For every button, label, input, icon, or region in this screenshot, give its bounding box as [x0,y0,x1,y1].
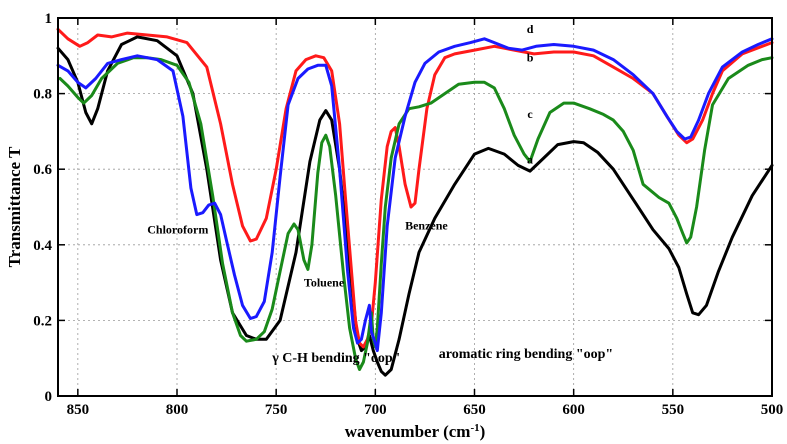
x-tick-label: 750 [265,402,288,418]
x-axis-title-end: ) [480,422,486,441]
y-tick-label: 1 [45,11,53,27]
series-line-b [56,27,774,349]
series-label-b: b [527,50,534,64]
annotation-layer: db c a Chloroform Toluene Benzene γ C-H bendin… [147,22,613,366]
annotation-label: Benzene [405,219,448,233]
annotation-label: γ C-H bending "oop" [271,351,400,366]
x-tick-label: 850 [67,402,90,418]
y-tick-label: 0.8 [33,87,52,103]
x-axis-title: wavenumber (cm-1) [345,422,486,441]
series-line-c [58,56,774,371]
series-label-c: c [527,107,533,121]
annotation-label: Chloroform [147,222,208,236]
x-tick-label: 800 [166,402,189,418]
y-axis-title: Transmittance T [5,146,24,267]
y-tick-label: 0 [45,389,53,405]
annotation-label: aromatic ring bending "oop" [439,347,613,362]
tick-layer: 850 800 750 700 650 600 550 500 0 0.2 0.4 0.6 0.8 1 [33,11,783,418]
plot-frame [57,17,773,397]
annotation-label: Toluene [304,275,345,289]
x-tick-label: 700 [364,402,387,418]
grid-layer [58,18,773,396]
x-tick-label: 550 [662,402,685,418]
series-label-a: a [527,153,533,167]
x-tick-label: 500 [761,402,784,418]
x-axis-title-superscript: -1 [470,422,479,434]
series-line-d [56,37,774,353]
series-label-d: d [527,22,534,36]
y-tick-label: 0.6 [33,162,52,178]
y-tick-label: 0.2 [33,313,52,329]
x-tick-label: 600 [562,402,585,418]
x-axis-title-main: wavenumber (cm [345,422,471,441]
x-tick-label: 650 [463,402,486,418]
y-tick-label: 0.4 [33,238,52,254]
series-layer [56,27,774,377]
